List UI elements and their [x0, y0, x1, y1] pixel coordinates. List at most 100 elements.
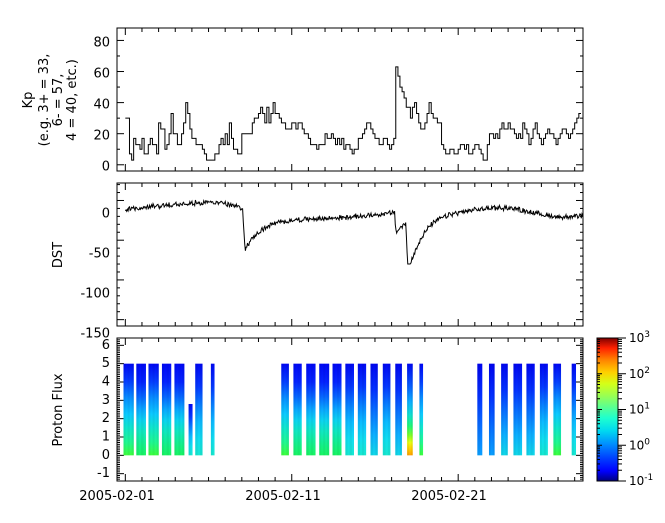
- proton-flux-bar: [188, 404, 193, 456]
- dst-ytick-2: -100: [80, 287, 110, 302]
- proton-flux-bar: [370, 363, 378, 456]
- proton-flux-ylabel: Proton Flux: [51, 373, 66, 446]
- kp-data-trace: [125, 66, 581, 161]
- proton-flux-bar-striation: [306, 363, 309, 456]
- proton-flux-bar-striation: [407, 363, 409, 456]
- proton-flux-bar-striation: [195, 363, 198, 456]
- proton-flux-bar: [148, 363, 159, 456]
- kp-ylabel: Kp (e.g. 3+ = 33, 6- = 57, 4 = 40, etc.): [21, 54, 80, 147]
- dst-ylabel: DST: [51, 242, 66, 268]
- xtick-label-2: 2005-02-21: [411, 489, 487, 504]
- proton-flux-bar: [345, 363, 354, 456]
- proton-flux-bar-striation: [286, 363, 289, 456]
- proton-flux-bar-striation: [543, 363, 546, 456]
- proton-flux-bar-striation: [319, 363, 322, 456]
- proton-flux-bar-striation: [571, 363, 574, 456]
- proton-flux-bar-striation: [136, 363, 139, 456]
- proton-flux-bar-striation: [375, 363, 378, 456]
- proton-flux-bar: [501, 363, 508, 456]
- proton-flux-bar-striation: [166, 363, 169, 456]
- xtick-label-0: 2005-02-01: [79, 489, 155, 504]
- proton-flux-bar: [293, 363, 302, 456]
- proton-flux-bar: [407, 363, 413, 456]
- proton-flux-bar-striation: [332, 363, 335, 456]
- dst-ytick-1: -50: [89, 247, 110, 262]
- proton-flux-ytick-3: 2: [102, 411, 110, 426]
- proton-flux-bar-striation: [488, 363, 491, 456]
- proton-flux-ytick-0: -1: [97, 466, 110, 481]
- proton-flux-ytick-7: 6: [102, 338, 110, 353]
- proton-flux-bar-striation: [553, 363, 556, 456]
- proton-flux-bar-striation: [349, 363, 352, 456]
- proton-flux-ytick-4: 3: [102, 393, 110, 408]
- proton-flux-bar-striation: [395, 363, 398, 456]
- proton-flux-bar-striation: [370, 363, 373, 456]
- proton-flux-bar: [306, 363, 316, 456]
- kp-ytick-4: 80: [93, 36, 110, 51]
- proton-flux-bar: [174, 363, 185, 456]
- proton-flux-bar-striation: [152, 363, 155, 456]
- dst-tick-marks: [117, 183, 583, 326]
- proton-flux-bar-striation: [297, 363, 300, 456]
- proton-flux-tick-marks: [117, 337, 583, 482]
- proton-flux-bar-striation: [293, 363, 296, 456]
- proton-flux-bar-striation: [281, 363, 284, 456]
- panel-kp: Kp (e.g. 3+ = 33, 6- = 57, 4 = 40, etc.)…: [21, 27, 584, 175]
- proton-flux-bar: [513, 363, 523, 456]
- proton-flux-bar-striation: [127, 363, 130, 456]
- proton-flux-bar-striation: [178, 363, 181, 456]
- proton-flux-bar-striation: [161, 363, 165, 456]
- colorbar-tick-exponent-2: 1: [644, 402, 650, 412]
- colorbar-tick-exponent-1: 0: [644, 437, 650, 447]
- proton-flux-bar: [319, 363, 330, 456]
- kp-ytick-3: 60: [93, 67, 110, 82]
- proton-flux-ytick-6: 5: [102, 356, 110, 371]
- proton-flux-bar-striation: [399, 363, 402, 456]
- proton-flux-bar-striation: [382, 363, 386, 456]
- proton-flux-bar: [136, 363, 146, 456]
- colorbar-tick-exponent-0: -1: [644, 473, 653, 483]
- kp-ylabel-line4: 4 = 40, etc.): [65, 59, 80, 141]
- proton-flux-bar: [395, 363, 402, 456]
- proton-flux-ytick-2: 1: [102, 430, 110, 445]
- proton-flux-bar-striation: [357, 363, 360, 456]
- proton-flux-ytick-5: 4: [102, 375, 110, 390]
- proton-flux-bar-striation: [148, 363, 151, 456]
- proton-flux-bar-striation: [513, 363, 516, 456]
- proton-flux-bar-striation: [174, 363, 177, 456]
- proton-flux-spectrogram: [123, 363, 577, 456]
- proton-flux-bar-striation: [361, 363, 365, 456]
- proton-flux-bar: [571, 363, 577, 456]
- proton-flux-bar-striation: [558, 363, 562, 456]
- proton-flux-bar: [332, 363, 342, 456]
- colorbar-tick-marks: [597, 337, 626, 482]
- proton-flux-bar: [357, 363, 367, 456]
- dst-ytick-0: 0: [102, 207, 110, 222]
- proton-flux-bar-striation: [387, 363, 391, 456]
- kp-ylabel-line3: 6- = 57,: [51, 74, 66, 127]
- proton-flux-bar-striation: [526, 363, 529, 456]
- proton-flux-bar-striation: [410, 363, 413, 456]
- colorbar-tick-exponent-4: 3: [644, 330, 650, 340]
- proton-flux-bar-striation: [200, 363, 203, 456]
- proton-flux-bar: [526, 363, 535, 456]
- x-axis: 2005-02-01 2005-02-11 2005-02-21: [79, 489, 487, 504]
- kp-axes-frame: [116, 27, 584, 172]
- dst-data-trace: [124, 198, 583, 265]
- proton-flux-bar-striation: [141, 363, 144, 456]
- proton-flux-bar-striation: [539, 363, 542, 456]
- proton-flux-bar: [161, 363, 172, 456]
- colorbar-gradient: [597, 338, 618, 481]
- proton-flux-bar-striation: [337, 363, 340, 456]
- proton-flux-bar-striation: [505, 363, 508, 456]
- proton-flux-bar: [195, 363, 203, 456]
- colorbar-tick-exponent-3: 2: [644, 366, 650, 376]
- proton-flux-bar: [123, 363, 134, 456]
- proton-flux-bar-striation: [517, 363, 520, 456]
- kp-ytick-2: 40: [93, 98, 110, 113]
- kp-ytick-0: 0: [102, 160, 110, 175]
- proton-flux-bar-striation: [419, 363, 422, 456]
- proton-flux-ytick-labels: -1 0 1 2 3 4 5 6: [97, 338, 110, 481]
- kp-ylabel-line1: Kp: [21, 92, 36, 109]
